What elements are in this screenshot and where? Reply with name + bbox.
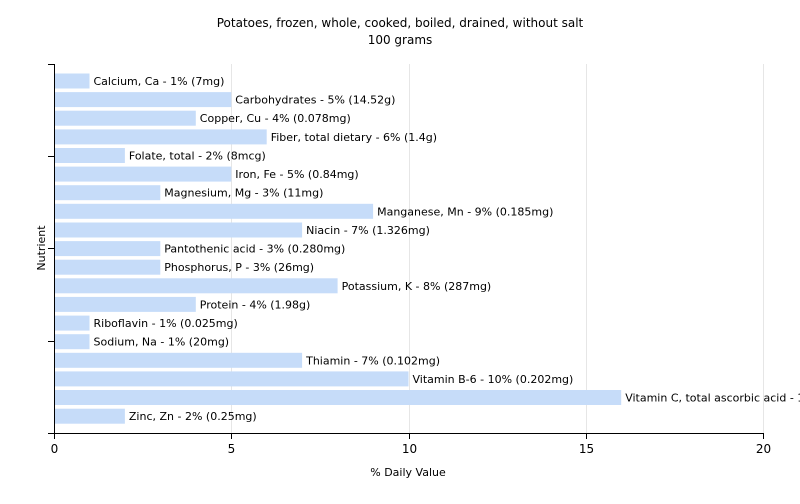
x-tick-label: 0 — [51, 442, 59, 456]
bar-label: Iron, Fe - 5% (0.84mg) — [235, 168, 358, 181]
bar-label: Calcium, Ca - 1% (7mg) — [94, 75, 225, 88]
bar-label: Niacin - 7% (1.326mg) — [306, 224, 430, 237]
bar — [55, 185, 161, 201]
bar-label: Folate, total - 2% (8mcg) — [129, 150, 266, 163]
bar-label: Magnesium, Mg - 3% (11mg) — [164, 187, 323, 200]
bar — [55, 371, 409, 387]
bar-label: Sodium, Na - 1% (20mg) — [94, 336, 230, 349]
x-tick-label: 5 — [228, 442, 236, 456]
bar — [55, 352, 303, 368]
bar — [55, 92, 232, 108]
bars: Calcium, Ca - 1% (7mg) Carbohydrates - 5%… — [55, 73, 800, 424]
bar — [55, 390, 622, 405]
bar-label: Potassium, K - 8% (287mg) — [342, 280, 492, 293]
x-tick-label: 10 — [402, 442, 417, 456]
bar-label: Riboflavin - 1% (0.025mg) — [94, 317, 238, 330]
bar-label: Fiber, total dietary - 6% (1.4g) — [271, 131, 437, 144]
bar — [55, 296, 196, 312]
bar — [55, 148, 125, 163]
bar — [55, 222, 303, 238]
bar-label: Manganese, Mn - 9% (0.185mg) — [377, 205, 553, 218]
bar-label: Thiamin - 7% (0.102mg) — [305, 354, 440, 367]
bar — [55, 241, 161, 257]
bar — [55, 315, 90, 331]
bar — [55, 129, 267, 145]
axes: 0 5 10 15 20 — [48, 64, 771, 456]
bar-label: Zinc, Zn - 2% (0.25mg) — [129, 410, 257, 423]
chart-subtitle: 100 grams — [368, 33, 433, 47]
bar-label: Pantothenic acid - 3% (0.280mg) — [164, 243, 345, 256]
bar — [55, 334, 90, 350]
y-axis-label: Nutrient — [35, 225, 48, 271]
bar — [55, 73, 90, 89]
chart-title: Potatoes, frozen, whole, cooked, boiled,… — [217, 16, 584, 30]
bar-label: Vitamin C, total ascorbic acid - 16% (9.… — [625, 392, 800, 405]
bar — [55, 203, 374, 219]
bar — [55, 110, 196, 126]
bar-label: Protein - 4% (1.98g) — [200, 298, 311, 311]
x-axis-label: % Daily Value — [370, 466, 446, 479]
bar-label: Carbohydrates - 5% (14.52g) — [235, 94, 395, 107]
bar — [55, 166, 232, 182]
x-tick-label: 15 — [579, 442, 594, 456]
bar — [55, 278, 338, 294]
bar — [55, 259, 161, 275]
bar-label: Phosphorus, P - 3% (26mg) — [164, 261, 314, 274]
bar-label: Copper, Cu - 4% (0.078mg) — [200, 112, 351, 125]
x-tick-label: 20 — [756, 442, 771, 456]
bar-label: Vitamin B-6 - 10% (0.202mg) — [413, 373, 574, 386]
bar — [55, 408, 125, 424]
